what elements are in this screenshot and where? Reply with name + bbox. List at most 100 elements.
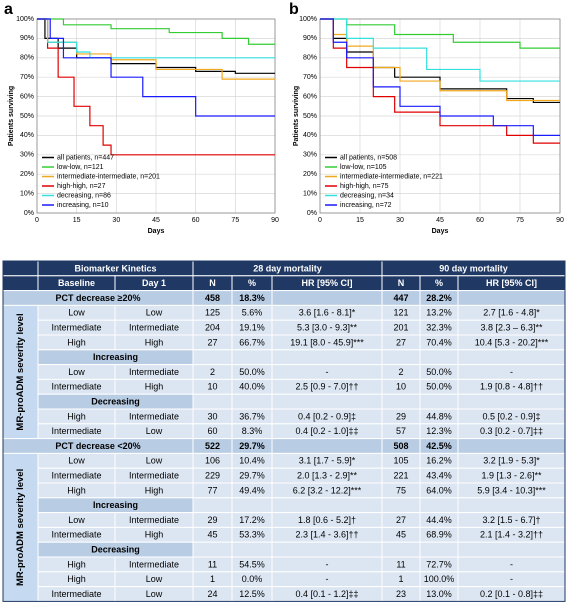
y-tick-label: 80% [303,55,317,62]
group-summary: 28.2% [426,293,452,303]
legend-label: decreasing, n=86 [57,192,111,199]
y-tick-label: 40% [20,132,34,139]
table-cell [231,541,273,558]
cell-text: 27 [396,515,406,525]
cell-text: Intermediate [129,322,179,332]
cell-text: Intermediate [129,411,179,421]
cell-text: 45 [396,530,406,540]
cell-text: 66.7% [239,337,265,347]
cell-text: 29 [207,515,217,525]
header-cell [2,275,39,292]
cell-text: 50.0% [426,367,452,377]
cell-text: Intermediate [51,589,101,599]
y-tick-label: 30% [20,152,34,159]
table-cell [271,497,383,514]
y-tick-label: 70% [303,74,317,81]
y-tick-label: 100% [16,16,34,23]
x-tick-label: 60 [476,217,484,224]
cell-text: 229 [205,470,220,480]
y-tick-label: 80% [20,55,34,62]
cell-text: 45 [207,530,217,540]
table-cell [271,393,383,410]
cell-text: 0.5 [0.2 - 0.9]‡ [482,411,540,421]
cell-text: 19.1 [8.0 - 45.9]*** [290,337,364,347]
plot-frame [319,18,561,214]
side-label: MR-proADM severity level [15,313,26,430]
group-cell [457,438,566,454]
y-axis-label: Patients surviving [293,86,300,146]
x-tick-label: 0 [318,217,322,224]
group-summary: 18.3% [239,293,265,303]
legend-label: low-low, n=105 [340,164,387,171]
cell-text: 10 [207,382,217,392]
cell-text: 2.7 [1.6 - 4.8]* [483,308,540,318]
cell-text: 27 [396,337,406,347]
cell-text: - [510,559,513,569]
cell-text: 44.4% [426,515,452,525]
cell-text: 30 [207,411,217,421]
cell-text: High [67,337,86,347]
cell-text: 10 [396,382,406,392]
cell-text: 72.7% [426,559,452,569]
cell-text: Intermediate [129,470,179,480]
table-cell [192,541,233,558]
cell-text: 201 [393,322,408,332]
cell-text: 13.0% [426,589,452,599]
cell-text: 1.9 [1.3 - 2.6]** [481,470,542,480]
cell-text: 60 [207,426,217,436]
cell-text: 50.0% [426,382,452,392]
legend-label: increasing, n=72 [340,202,392,209]
cell-text: Intermediate [51,382,101,392]
cell-text: 29.7% [239,470,265,480]
y-tick-label: 40% [303,132,317,139]
cell-text: Low [68,456,85,466]
cell-text: 77 [207,485,217,495]
cell-text: Low [68,367,85,377]
cell-text: 2 [210,367,215,377]
column-header: HR [95% CI] [301,278,352,288]
column-header: Day 1 [142,278,166,288]
header-text: 28 day mortality [253,263,322,273]
cell-text: Low [146,426,163,436]
y-tick-label: 30% [303,152,317,159]
cell-text: High [67,559,86,569]
cell-text: High [145,382,164,392]
table-cell [419,541,459,558]
table-cell [231,497,273,514]
cell-text: - [510,574,513,584]
table-frame [2,260,566,602]
cell-text: Low [146,589,163,599]
cell-text: 43.4% [426,470,452,480]
table-cell [457,497,566,514]
cell-text: 0.0% [242,574,263,584]
cell-text: Low [68,515,85,525]
cell-text: 54.5% [239,559,265,569]
table-cell [271,349,383,366]
group-summary: 29.7% [239,441,265,451]
y-tick-label: 70% [20,74,34,81]
cell-text: 2 [398,367,403,377]
group-cell [271,438,383,454]
group-summary: 508 [393,441,408,451]
y-axis-label: Patients surviving [8,86,15,146]
cell-text: 12.3% [426,426,452,436]
legend-label: low-low, n=121 [57,164,104,171]
cell-text: 2.1 [1.4 - 3.2]†† [480,530,543,540]
y-tick-label: 10% [303,190,317,197]
cell-text: - [326,574,329,584]
table-cell [381,541,421,558]
y-tick-label: 0% [307,210,317,217]
cell-text: 221 [393,470,408,480]
cell-text: 13.2% [426,308,452,318]
survival-curve [37,18,275,117]
x-tick-label: 30 [396,217,404,224]
cell-text: 32.3% [426,322,452,332]
cell-text: 64.0% [426,485,452,495]
table-cell [231,393,273,410]
group-title: PCT decrease <20% [55,441,140,451]
cell-text: Intermediate [51,426,101,436]
group-title: PCT decrease ≥20% [56,293,141,303]
cell-text: 36.7% [239,411,265,421]
legend-label: high-high, n=27 [57,183,106,190]
x-tick-label: 30 [112,217,120,224]
